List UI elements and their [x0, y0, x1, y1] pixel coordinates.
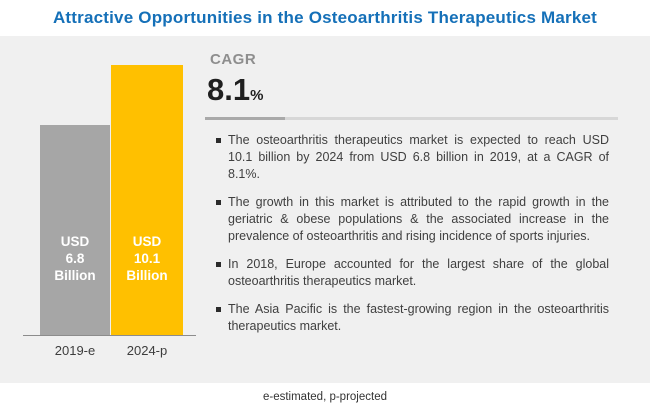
cagr-value: 8.1% — [207, 72, 263, 108]
x-axis-line — [23, 335, 196, 336]
bar-2019 — [40, 125, 110, 335]
x-tick-2024: 2024-p — [126, 343, 168, 358]
bullet-list: The osteoarthritis therapeutics market i… — [205, 132, 609, 346]
bullet-item: In 2018, Europe accounted for the larges… — [205, 256, 609, 290]
content-panel: USD 6.8 Billion USD 10.1 Billion 2019-e … — [0, 36, 650, 383]
cagr-label: CAGR — [210, 51, 257, 68]
bar-label-line: USD — [60, 234, 90, 249]
bar-2024 — [111, 65, 183, 335]
cagr-percent-sign: % — [250, 87, 264, 104]
divider-accent — [205, 117, 285, 120]
x-tick-2019: 2019-e — [54, 343, 96, 358]
title-band: Attractive Opportunities in the Osteoart… — [0, 0, 650, 36]
cagr-number: 8.1 — [207, 72, 251, 107]
bar-label-line: USD — [132, 234, 162, 249]
footnote-band: e-estimated, p-projected — [0, 383, 650, 416]
bullet-item: The osteoarthritis therapeutics market i… — [205, 132, 609, 183]
footnote-text: e-estimated, p-projected — [262, 391, 387, 403]
bullet-item: The Asia Pacific is the fastest-growing … — [205, 301, 609, 335]
bar-label-line: Billion — [126, 268, 168, 283]
bar-value-label-2024: USD 10.1 Billion — [111, 233, 183, 284]
bar-value-label-2019: USD 6.8 Billion — [40, 233, 110, 284]
page-title: Attractive Opportunities in the Osteoart… — [52, 8, 598, 27]
divider-line — [205, 117, 618, 120]
bar-label-line: Billion — [54, 268, 96, 283]
bar-label-line: 10.1 — [133, 251, 161, 266]
bullet-item: The growth in this market is attributed … — [205, 194, 609, 245]
bar-label-line: 6.8 — [65, 251, 85, 266]
